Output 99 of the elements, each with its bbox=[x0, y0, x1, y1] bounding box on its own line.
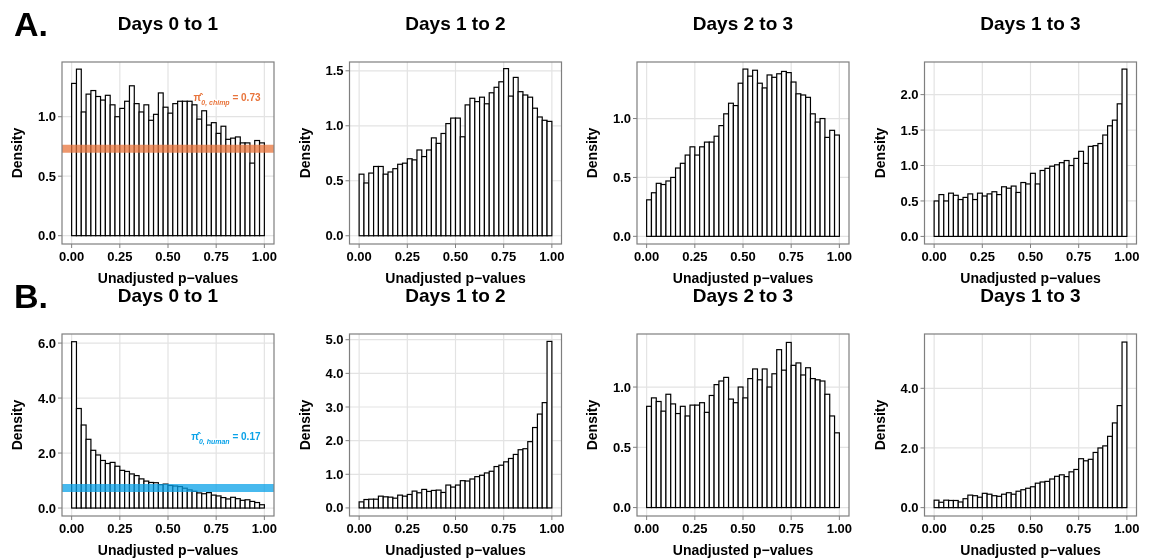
y-tick-label: 0.0 bbox=[37, 500, 56, 516]
y-tick-label: 0.0 bbox=[325, 500, 344, 516]
chart-title: Days 1 to 3 bbox=[980, 13, 1081, 34]
y-axis-title: Density bbox=[296, 127, 313, 179]
x-tick-label: 0.50 bbox=[442, 249, 469, 264]
x-axis-title: Unadjusted p−values bbox=[97, 542, 239, 558]
x-axis-title: Unadjusted p−values bbox=[385, 270, 526, 286]
x-tick-label: 0.50 bbox=[1017, 521, 1044, 536]
y-tick-label: 4.0 bbox=[900, 380, 919, 396]
y-axis-title: Density bbox=[584, 127, 600, 179]
y-tick-label: 1.0 bbox=[325, 118, 344, 134]
y-axis-title: Density bbox=[296, 399, 313, 451]
x-axis-title: Unadjusted p−values bbox=[97, 270, 239, 286]
x-axis-title: Unadjusted p−values bbox=[672, 270, 814, 286]
x-tick-label: 0.25 bbox=[394, 249, 420, 264]
y-tick-label: 2.0 bbox=[37, 445, 56, 461]
x-tick-label: 0.75 bbox=[778, 521, 804, 536]
x-tick-label: 0.75 bbox=[778, 249, 804, 264]
x-tick-label: 0.50 bbox=[730, 249, 756, 264]
x-tick-label: 0.25 bbox=[682, 521, 708, 536]
chart-title: Days 0 to 1 bbox=[117, 285, 219, 306]
x-tick-label: 0.00 bbox=[633, 521, 660, 536]
x-tick-label: 0.75 bbox=[1066, 249, 1092, 264]
x-tick-label: 0.00 bbox=[921, 521, 947, 536]
y-axis-title: Density bbox=[9, 127, 25, 179]
y-tick-label: 0.5 bbox=[900, 193, 919, 209]
y-tick-label: 0.0 bbox=[900, 228, 919, 244]
x-tick-label: 0.00 bbox=[58, 249, 85, 264]
x-tick-label: 1.00 bbox=[539, 249, 565, 264]
y-tick-label: 2.0 bbox=[900, 87, 919, 103]
chart-title: Days 0 to 1 bbox=[117, 13, 219, 34]
x-tick-label: 0.00 bbox=[921, 249, 947, 264]
y-tick-label: 0.0 bbox=[612, 500, 631, 516]
x-tick-label: 0.25 bbox=[969, 249, 995, 264]
x-tick-label: 0.75 bbox=[203, 249, 229, 264]
x-tick-label: 0.50 bbox=[155, 249, 181, 264]
y-tick-label: 4.0 bbox=[325, 365, 344, 381]
x-tick-label: 0.00 bbox=[58, 521, 85, 536]
x-tick-label: 0.25 bbox=[969, 521, 995, 536]
chart-title: Days 2 to 3 bbox=[692, 285, 794, 306]
y-tick-label: 0.5 bbox=[612, 439, 631, 455]
chart-title: Days 2 to 3 bbox=[692, 13, 794, 34]
x-tick-label: 1.00 bbox=[539, 521, 565, 536]
ref-line-label: π̂$_{0, chimp}$ = 0.73 bbox=[193, 91, 261, 107]
x-tick-label: 1.00 bbox=[251, 521, 278, 536]
y-tick-label: 4.0 bbox=[37, 390, 56, 406]
x-tick-label: 0.25 bbox=[107, 249, 133, 264]
x-tick-label: 1.00 bbox=[1114, 521, 1140, 536]
y-axis-title: Density bbox=[584, 399, 600, 451]
y-tick-label: 1.0 bbox=[612, 379, 631, 395]
y-axis-title: Density bbox=[9, 399, 25, 451]
y-tick-label: 0.5 bbox=[37, 168, 56, 184]
y-tick-label: 1.5 bbox=[900, 122, 919, 138]
y-tick-label: 0.0 bbox=[37, 228, 56, 244]
x-axis-title: Unadjusted p−values bbox=[960, 542, 1101, 558]
chart-title: Days 1 to 2 bbox=[405, 285, 506, 306]
y-tick-label: 5.0 bbox=[325, 332, 344, 348]
y-tick-label: 0.5 bbox=[325, 173, 344, 189]
y-tick-label: 0.0 bbox=[900, 500, 919, 516]
x-tick-label: 0.75 bbox=[203, 521, 229, 536]
x-tick-label: 1.00 bbox=[826, 249, 853, 264]
text: B. bbox=[14, 277, 48, 315]
x-tick-label: 0.75 bbox=[1066, 521, 1092, 536]
x-tick-label: 0.00 bbox=[346, 249, 372, 264]
x-axis-title: Unadjusted p−values bbox=[672, 542, 814, 558]
x-tick-label: 0.75 bbox=[491, 249, 517, 264]
y-tick-label: 1.0 bbox=[325, 466, 344, 482]
x-tick-label: 1.00 bbox=[251, 249, 278, 264]
y-tick-label: 1.0 bbox=[612, 111, 631, 127]
y-axis-title: Density bbox=[871, 127, 888, 179]
y-tick-label: 1.5 bbox=[325, 63, 344, 79]
x-tick-label: 0.75 bbox=[491, 521, 517, 536]
chart-title: Days 1 to 2 bbox=[405, 13, 506, 34]
x-tick-label: 0.25 bbox=[394, 521, 420, 536]
x-tick-label: 0.50 bbox=[1017, 249, 1044, 264]
y-tick-label: 0.0 bbox=[325, 228, 344, 244]
x-tick-label: 0.25 bbox=[682, 249, 708, 264]
x-tick-label: 0.50 bbox=[730, 521, 756, 536]
y-tick-label: 1.0 bbox=[900, 158, 919, 174]
text: A. bbox=[14, 5, 48, 43]
x-tick-label: 0.50 bbox=[155, 521, 181, 536]
y-tick-label: 0.5 bbox=[612, 169, 631, 185]
y-axis-title: Density bbox=[871, 399, 888, 451]
x-axis-title: Unadjusted p−values bbox=[385, 542, 526, 558]
x-tick-label: 0.25 bbox=[107, 521, 133, 536]
y-tick-label: 1.0 bbox=[37, 109, 56, 125]
x-tick-label: 1.00 bbox=[826, 521, 853, 536]
x-tick-label: 0.00 bbox=[346, 521, 372, 536]
y-tick-label: 3.0 bbox=[325, 399, 344, 415]
y-tick-label: 2.0 bbox=[900, 440, 919, 456]
chart-title: Days 1 to 3 bbox=[980, 285, 1081, 306]
y-tick-label: 2.0 bbox=[325, 433, 344, 449]
x-tick-label: 0.50 bbox=[442, 521, 469, 536]
x-axis-title: Unadjusted p−values bbox=[960, 270, 1101, 286]
annotation: π̂$_{0, human}$ = 0.17 bbox=[191, 430, 261, 446]
y-tick-label: 6.0 bbox=[37, 335, 56, 351]
x-tick-label: 1.00 bbox=[1114, 249, 1140, 264]
y-tick-label: 0.0 bbox=[612, 228, 631, 244]
x-tick-label: 0.00 bbox=[633, 249, 660, 264]
